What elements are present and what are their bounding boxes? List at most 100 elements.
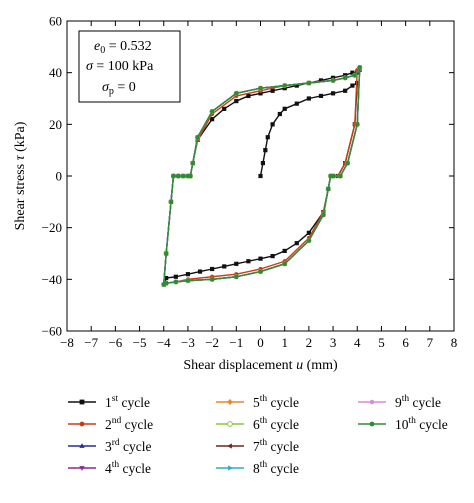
series-10 <box>161 65 362 287</box>
annotation-line-3-rest: = 0 <box>114 80 136 95</box>
y-axis-label: Shear stress τ (kPa) <box>13 121 28 230</box>
legend-label-num-2: 2 <box>105 417 112 432</box>
data-point-10-8 <box>321 212 326 217</box>
annotation-line-3-sub: p <box>109 86 114 97</box>
y-tick-label-5: 40 <box>49 65 62 80</box>
data-point-1-27 <box>246 259 251 264</box>
data-point-1-57 <box>350 70 355 75</box>
data-point-1-29 <box>222 264 227 269</box>
annotation-line-1: e0 = 0.532 <box>94 39 152 56</box>
legend-marker-6 <box>227 421 233 427</box>
data-point-10-18 <box>164 251 169 256</box>
legend-marker-5 <box>227 398 233 406</box>
data-point-1-2 <box>260 160 266 166</box>
x-axis-label-var: u <box>296 358 303 373</box>
legend-item-10: 10th cycle <box>358 416 448 432</box>
x-tick-label-9: 1 <box>281 335 288 350</box>
y-tick-label-4: 20 <box>49 117 62 132</box>
legend-label-sup-2: nd <box>112 416 122 426</box>
x-axis-label: Shear displacement u (mm) <box>183 358 338 373</box>
data-point-1-6 <box>277 111 282 117</box>
data-point-10-7 <box>326 186 331 192</box>
legend-label-rest-10: cycle <box>416 417 448 432</box>
y-tick-label-0: −60 <box>42 324 62 339</box>
data-point-10-4 <box>338 173 343 179</box>
data-point-10-32 <box>330 78 336 83</box>
annotation-line-3: σp = 0 <box>102 80 136 97</box>
legend-marker-8 <box>228 465 233 471</box>
legend-marker-2 <box>79 421 85 427</box>
annotation-line-1-rest: = 0.532 <box>105 39 151 54</box>
legend-label-4: 4th cycle <box>105 460 151 476</box>
legend-label-num-4: 4 <box>105 461 112 476</box>
legend-label-sup-8: th <box>260 460 268 470</box>
x-axis-label-suffix: (mm) <box>303 358 338 373</box>
legend-label-rest-5: cycle <box>267 395 299 410</box>
legend-label-num-10: 10 <box>395 417 409 432</box>
data-point-1-48 <box>246 93 251 99</box>
legend-label-num-9: 9 <box>395 395 402 410</box>
annotation-line-2-rest: = 100 kPa <box>93 59 154 74</box>
legend-label-5: 5th cycle <box>253 394 299 410</box>
legend-item-3: 3rd cycle <box>68 438 152 454</box>
legend-label-3: 3rd cycle <box>105 438 152 454</box>
legend-item-9: 9th cycle <box>358 394 441 410</box>
legend-item-4: 4th cycle <box>68 460 151 476</box>
legend-marker-10 <box>369 421 375 427</box>
x-tick-label-14: 6 <box>402 335 409 350</box>
annotation-line-3-var: σ <box>102 80 110 95</box>
series-line-1 <box>163 71 358 286</box>
x-tick-label-5: −3 <box>181 335 195 350</box>
y-tick-label-1: −40 <box>42 272 62 287</box>
data-point-1-47 <box>234 98 239 104</box>
data-point-10-10 <box>282 261 287 266</box>
x-tick-label-4: −4 <box>157 335 171 350</box>
data-point-1-9 <box>306 96 311 101</box>
legend-label-rest-4: cycle <box>119 461 151 476</box>
data-point-1-8 <box>294 101 299 106</box>
legend-marker-9 <box>369 399 375 405</box>
legend-label-rest-8: cycle <box>267 461 299 476</box>
data-point-10-11 <box>258 269 263 274</box>
data-point-1-33 <box>173 274 178 279</box>
legend-item-5: 5th cycle <box>216 394 299 410</box>
data-point-1-1 <box>258 173 263 179</box>
data-point-10-14 <box>185 278 191 283</box>
x-tick-label-7: −1 <box>229 335 243 350</box>
x-tick-label-16: 8 <box>451 335 458 350</box>
data-point-1-26 <box>258 256 263 261</box>
data-point-1-28 <box>234 261 239 266</box>
data-point-1-11 <box>330 91 336 96</box>
data-point-1-50 <box>270 88 275 93</box>
x-tick-label-10: 2 <box>306 335 313 350</box>
legend-item-6: 6th cycle <box>216 416 299 432</box>
legend-label-rest-1: cycle <box>118 395 150 410</box>
data-point-10-26 <box>195 135 200 140</box>
data-point-10-15 <box>173 279 178 285</box>
annotation-line-2-var: σ <box>86 59 94 74</box>
data-point-1-25 <box>270 253 275 259</box>
x-tick-label-13: 5 <box>378 335 385 350</box>
legend-label-10: 10th cycle <box>395 416 448 432</box>
annotation-line-1-sub: 0 <box>100 45 105 56</box>
data-point-1-3 <box>263 148 268 153</box>
data-point-10-29 <box>258 86 263 91</box>
legend-label-num-6: 6 <box>253 417 260 432</box>
x-tick-label-11: 3 <box>330 335 337 350</box>
legend-label-sup-9: th <box>402 394 410 404</box>
legend-label-9: 9th cycle <box>395 394 441 410</box>
data-point-1-22 <box>306 230 311 235</box>
y-tick-label-6: 60 <box>49 14 62 29</box>
data-point-10-30 <box>282 83 287 88</box>
legend-label-7: 7th cycle <box>253 438 299 454</box>
legend-label-2: 2nd cycle <box>105 416 153 432</box>
data-point-1-13 <box>350 83 355 88</box>
data-point-10-6 <box>328 173 333 179</box>
legend-marker-7 <box>227 443 232 449</box>
legend-label-6: 6th cycle <box>253 416 299 432</box>
data-point-1-30 <box>210 266 215 272</box>
x-tick-label-12: 4 <box>354 335 361 350</box>
legend-marker-3 <box>79 443 85 448</box>
legend-label-rest-6: cycle <box>267 417 299 432</box>
